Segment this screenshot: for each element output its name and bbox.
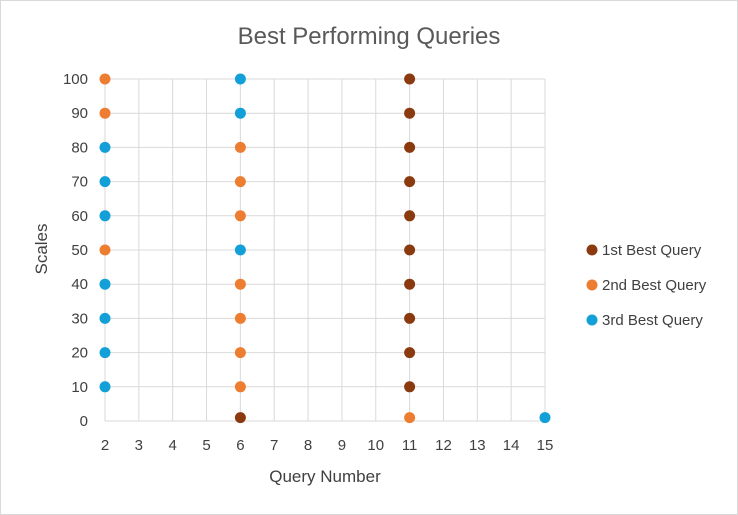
legend-label: 1st Best Query	[602, 242, 702, 259]
series-2-point	[234, 210, 246, 222]
y-tick-label: 50	[71, 242, 88, 259]
y-tick-label: 10	[71, 379, 88, 396]
x-tick-label: 3	[135, 437, 143, 454]
y-tick-label: 80	[71, 139, 88, 156]
x-tick-label: 10	[367, 437, 384, 454]
series-2-point	[99, 73, 111, 85]
x-tick-label: 6	[236, 437, 244, 454]
chart-title: Best Performing Queries	[238, 23, 501, 50]
series-1-point	[404, 278, 416, 290]
series-1-point	[404, 381, 416, 393]
legend-marker	[586, 244, 598, 256]
y-tick-label: 60	[71, 208, 88, 225]
x-axis-title: Query Number	[269, 467, 381, 486]
x-tick-label: 15	[537, 437, 554, 454]
legend-label: 3rd Best Query	[602, 312, 703, 329]
y-tick-label: 20	[71, 345, 88, 362]
series-3-point	[234, 73, 246, 85]
legend: 1st Best Query 2nd Best Query 3rd Best Q…	[586, 242, 707, 329]
series-3-point	[99, 141, 111, 153]
x-tick-label: 13	[469, 437, 486, 454]
series-3-point	[99, 176, 111, 188]
series-1-point	[404, 107, 416, 119]
series-2-point	[99, 107, 111, 119]
series-1-point	[234, 412, 246, 424]
x-tick-label: 7	[270, 437, 278, 454]
series-3-point	[234, 107, 246, 119]
legend-marker	[586, 279, 598, 291]
series-1-point	[404, 210, 416, 222]
series-3-point	[99, 347, 111, 359]
series-3-point	[99, 381, 111, 393]
series-2-point	[234, 381, 246, 393]
series-2-point	[99, 244, 111, 256]
legend-item-1st: 1st Best Query	[586, 242, 702, 259]
x-axis-ticks: 2 3 4 5 6 7 8 9 10 11 12 13 14 15	[101, 437, 554, 454]
series-3-point	[539, 412, 551, 424]
y-tick-label: 40	[71, 276, 88, 293]
series-1-point	[404, 176, 416, 188]
series-3-point	[234, 244, 246, 256]
series-3-point	[99, 312, 111, 324]
y-tick-label: 70	[71, 174, 88, 191]
series-2-point	[404, 412, 416, 424]
legend-label: 2nd Best Query	[602, 277, 707, 294]
series-2-point	[234, 347, 246, 359]
x-tick-label: 9	[338, 437, 346, 454]
legend-marker	[586, 314, 598, 326]
series-1-point	[404, 347, 416, 359]
x-tick-label: 8	[304, 437, 312, 454]
y-tick-label: 100	[63, 71, 88, 88]
y-axis-title: Scales	[32, 223, 51, 274]
series-3-point	[99, 278, 111, 290]
x-tick-label: 2	[101, 437, 109, 454]
series-2-point	[234, 312, 246, 324]
series-2-point	[234, 176, 246, 188]
legend-item-3rd: 3rd Best Query	[586, 312, 703, 329]
x-tick-label: 14	[503, 437, 520, 454]
x-tick-label: 11	[402, 437, 418, 454]
x-tick-label: 5	[202, 437, 210, 454]
series-1-point	[404, 73, 416, 85]
legend-item-2nd: 2nd Best Query	[586, 277, 707, 294]
series-1-point	[404, 244, 416, 256]
series-1-point	[404, 312, 416, 324]
series-1-point	[404, 141, 416, 153]
y-tick-label: 30	[71, 310, 88, 327]
y-tick-label: 0	[80, 413, 88, 430]
series-2-point	[234, 141, 246, 153]
x-tick-label: 12	[435, 437, 452, 454]
data-points	[99, 73, 551, 424]
series-2-point	[234, 278, 246, 290]
y-axis-ticks: 0 10 20 30 40 50 60 70 80 90 100	[63, 71, 88, 430]
y-tick-label: 90	[71, 105, 88, 122]
x-tick-label: 4	[169, 437, 177, 454]
gridlines	[104, 78, 546, 422]
series-3-point	[99, 210, 111, 222]
